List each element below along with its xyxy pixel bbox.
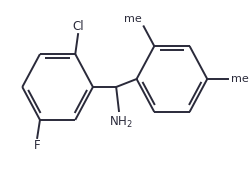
Text: Cl: Cl	[72, 20, 84, 33]
Text: NH$_2$: NH$_2$	[109, 115, 133, 130]
Text: me: me	[124, 14, 142, 24]
Text: me: me	[231, 74, 249, 84]
Text: F: F	[34, 139, 41, 152]
